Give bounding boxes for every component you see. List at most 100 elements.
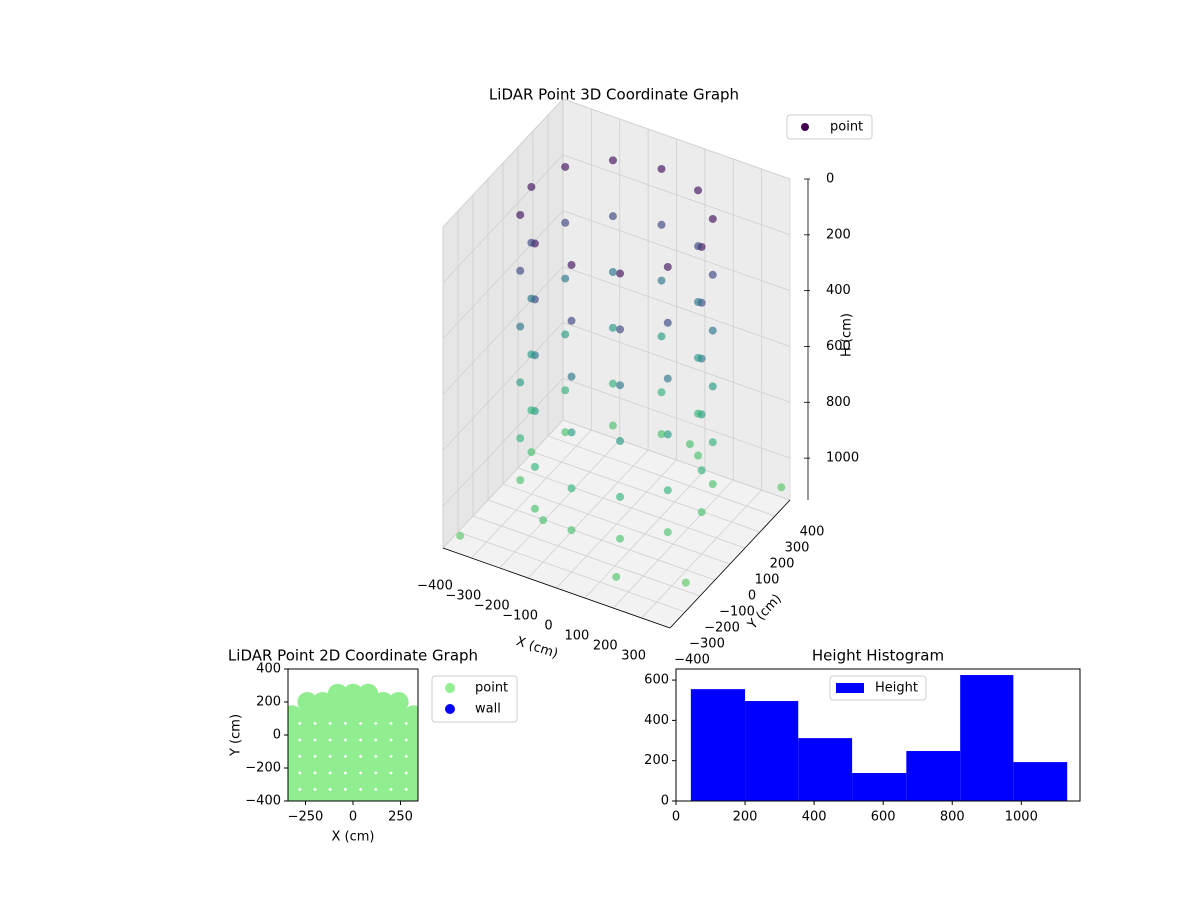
point — [567, 526, 576, 535]
point — [388, 738, 409, 759]
x-axis — [442, 547, 671, 629]
point — [697, 508, 706, 517]
grid-line — [562, 98, 791, 180]
point — [297, 787, 318, 801]
point — [516, 476, 525, 485]
point — [456, 531, 465, 540]
point — [527, 294, 536, 303]
point — [663, 318, 672, 327]
grid-line — [442, 266, 564, 395]
point — [697, 466, 706, 475]
point — [327, 787, 348, 801]
point — [373, 721, 394, 742]
point — [539, 516, 548, 525]
bar — [745, 701, 799, 801]
legend-label: point — [830, 120, 863, 135]
grid-line — [562, 266, 791, 347]
point — [373, 771, 394, 792]
bar — [960, 675, 1014, 801]
point — [561, 330, 570, 339]
axes-frame — [675, 668, 1081, 802]
point — [777, 483, 786, 492]
point — [288, 754, 303, 775]
plot-area — [288, 683, 418, 801]
x-tick-label: −300 — [446, 589, 482, 604]
grid-line — [457, 531, 686, 613]
point — [616, 534, 625, 543]
y-tick-label: 200 — [770, 557, 795, 572]
grid-line — [472, 515, 701, 597]
grid-line — [442, 322, 564, 451]
grid-line — [547, 435, 776, 517]
x-tick-label: 0 — [544, 619, 552, 634]
point — [358, 787, 379, 801]
point — [516, 210, 525, 219]
point — [708, 382, 717, 391]
point — [343, 721, 363, 742]
grid-line — [442, 154, 564, 284]
point — [288, 738, 303, 759]
point — [288, 705, 303, 726]
point — [516, 434, 525, 443]
point — [358, 754, 379, 775]
point — [527, 238, 536, 247]
x-tick-label: 600 — [871, 810, 896, 825]
point — [527, 448, 536, 457]
point — [297, 754, 318, 775]
y-tick-label: −400 — [674, 653, 710, 668]
chart-title: Height Histogram — [812, 647, 944, 665]
x-tick-label: −100 — [502, 609, 538, 624]
point — [388, 771, 409, 792]
chart-title: LiDAR Point 3D Coordinate Graph — [489, 86, 739, 104]
point — [297, 771, 318, 792]
point — [708, 480, 717, 489]
point — [343, 787, 363, 801]
point — [561, 428, 570, 437]
point — [388, 721, 409, 742]
y-tick-label: 0 — [748, 589, 756, 604]
x-tick-label: −250 — [288, 810, 324, 825]
point — [288, 771, 303, 792]
y-tick-label: 100 — [755, 573, 780, 588]
y-tick-label: 400 — [256, 662, 281, 677]
point — [288, 721, 303, 742]
point — [681, 578, 690, 587]
y-tick-label: −100 — [719, 605, 755, 620]
grid-line — [562, 321, 791, 403]
point — [663, 262, 672, 271]
y-tick-label: 400 — [644, 713, 669, 728]
point — [343, 738, 363, 759]
point — [616, 325, 625, 334]
bar — [906, 751, 961, 801]
grid-line — [532, 451, 761, 533]
y-tick-label: −200 — [704, 621, 740, 636]
point — [657, 388, 666, 397]
point — [516, 378, 525, 387]
point — [663, 374, 672, 383]
point — [567, 484, 576, 493]
point — [708, 438, 717, 447]
y-tick-label: −400 — [245, 794, 281, 809]
point — [663, 486, 672, 495]
point — [663, 430, 672, 439]
legend-label: point — [475, 681, 508, 696]
x-tick-label: −200 — [474, 599, 510, 614]
point — [694, 353, 703, 362]
x-axis-label: X (cm) — [514, 634, 560, 662]
point — [608, 268, 617, 277]
point — [297, 692, 318, 712]
x-tick-label: 800 — [940, 810, 965, 825]
point — [343, 771, 363, 792]
bar — [690, 689, 746, 801]
point — [530, 462, 539, 471]
y-axis — [669, 499, 791, 629]
point — [685, 440, 694, 449]
point — [373, 692, 394, 712]
point — [403, 771, 418, 792]
bar — [798, 738, 853, 801]
point — [312, 692, 333, 712]
point — [694, 451, 703, 460]
point — [708, 214, 717, 223]
x-tick-label: 1000 — [1005, 810, 1038, 825]
